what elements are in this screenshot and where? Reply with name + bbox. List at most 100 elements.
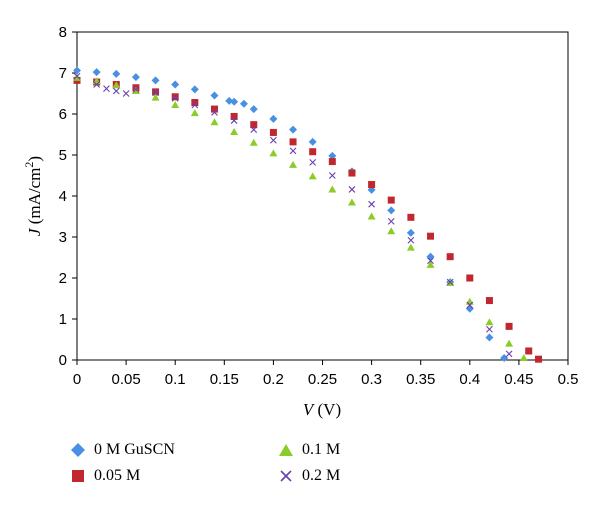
data-point-triangle (210, 118, 219, 126)
x-stroke (309, 158, 317, 166)
data-point-diamond (225, 96, 234, 105)
data-point-x (407, 236, 415, 244)
square-marker-icon (72, 470, 84, 482)
data-point-x (103, 85, 110, 92)
y-tick-label: 1 (59, 311, 67, 328)
x-stroke (446, 278, 454, 286)
data-point-x (73, 72, 81, 80)
data-point-x (466, 301, 474, 309)
data-point-triangle (406, 243, 415, 251)
data-point-triangle (112, 81, 121, 89)
data-point-diamond (239, 99, 248, 108)
series-0 (73, 66, 509, 362)
x-stroke (505, 350, 513, 358)
data-point-square (505, 322, 513, 330)
data-point-x (112, 87, 120, 95)
data-point-x (250, 126, 258, 133)
x-tick-label: 0.25 (308, 371, 337, 388)
x-tick-label: 0 (73, 371, 81, 388)
data-point-diamond (210, 91, 219, 100)
series-3 (73, 72, 513, 358)
legend: 0 M GuSCN 0.05 M 0.1 M 0.2 M (70, 440, 430, 500)
x-stroke (407, 236, 415, 244)
data-point-square (485, 297, 493, 305)
data-point-square (309, 148, 317, 156)
x-stroke (211, 108, 218, 116)
data-point-triangle (171, 100, 180, 108)
data-point-x (387, 218, 395, 225)
data-point-x (171, 95, 179, 102)
data-point-x (132, 86, 140, 93)
triangle-marker-icon (279, 444, 293, 456)
x-tick-label: 0.5 (558, 371, 579, 388)
data-point-diamond (465, 304, 474, 313)
data-point-triangle (73, 73, 81, 81)
x-tick-label: 0.35 (406, 371, 435, 388)
data-point-x (505, 350, 513, 358)
y-tick-label: 6 (59, 106, 67, 123)
data-point-square (535, 355, 543, 363)
x-tick-label: 0.05 (111, 371, 140, 388)
data-point-square (525, 347, 533, 355)
data-point-triangle (426, 260, 435, 268)
x-tick-label: 0.1 (165, 371, 186, 388)
data-point-diamond (387, 206, 396, 215)
x-stroke (348, 186, 356, 193)
x-stroke (427, 257, 434, 265)
data-point-triangle (465, 297, 474, 305)
data-point-triangle (289, 160, 298, 168)
y-axis-label: J (mA/cm2) (22, 156, 44, 236)
x-stroke (73, 72, 81, 80)
legend-item-0: 0 M GuSCN (70, 440, 175, 460)
data-point-diamond (112, 69, 121, 78)
y-tick-label: 5 (59, 147, 67, 164)
x-stroke (250, 126, 258, 133)
diamond-marker-icon (71, 443, 85, 457)
x-tick-label: 0.15 (210, 371, 239, 388)
y-tick-label: 8 (59, 24, 67, 41)
series-1 (73, 76, 543, 363)
data-point-x (93, 81, 101, 88)
data-point-x (191, 101, 199, 109)
data-point-diamond (426, 252, 435, 261)
data-point-x (328, 172, 336, 179)
y-tick-label: 0 (59, 352, 67, 369)
legend-item-3: 0.2 M (278, 466, 340, 486)
data-point-triangle (249, 138, 258, 146)
x-stroke (387, 218, 395, 225)
data-point-diamond (249, 105, 258, 114)
data-point-triangle (519, 353, 528, 361)
legend-label: 0.2 M (302, 467, 341, 484)
x-tick-label: 0.45 (504, 371, 533, 388)
data-point-triangle (131, 87, 140, 95)
data-point-diamond (500, 353, 509, 362)
data-point-square (446, 253, 454, 261)
x-tick-label: 0.4 (459, 371, 480, 388)
data-point-x (152, 89, 159, 97)
x-stroke (191, 101, 199, 109)
data-point-triangle (347, 198, 356, 206)
data-point-x (122, 90, 130, 97)
legend-label: 0.05 M (94, 467, 141, 484)
data-point-square (171, 93, 179, 101)
data-point-diamond (406, 228, 415, 237)
y-tick-label: 7 (59, 65, 67, 82)
data-point-square (210, 105, 218, 113)
data-point-triangle (328, 185, 337, 193)
data-point-diamond (73, 66, 81, 75)
data-point-square (328, 158, 336, 166)
data-point-x (348, 186, 356, 193)
y-tick-label: 2 (59, 270, 67, 287)
data-point-x (486, 325, 493, 333)
data-point-triangle (367, 212, 376, 220)
legend-label: 0 M GuSCN (94, 441, 175, 458)
plot-frame (76, 31, 569, 361)
data-point-x (211, 108, 218, 116)
data-point-triangle (505, 339, 514, 347)
x-stroke (230, 117, 238, 124)
data-point-diamond (289, 125, 298, 134)
data-point-diamond (328, 151, 337, 160)
data-point-diamond (151, 76, 160, 85)
data-point-diamond (92, 68, 101, 77)
data-point-diamond (230, 97, 239, 106)
